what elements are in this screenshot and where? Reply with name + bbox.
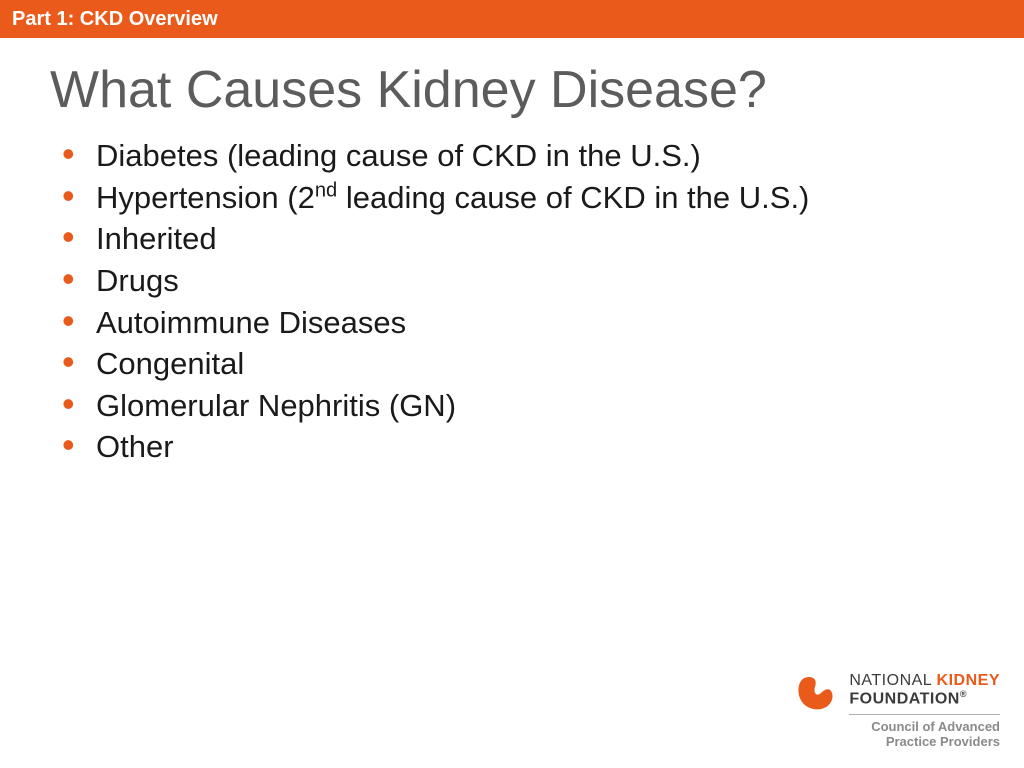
logo-line1: NATIONAL KIDNEY <box>849 673 1000 690</box>
bullet-list: Diabetes (leading cause of CKD in the U.… <box>0 138 1024 465</box>
logo-word-foundation: FOUNDATION <box>849 690 959 707</box>
bullet-item: Other <box>62 429 964 465</box>
logo-line2: FOUNDATION® <box>849 690 1000 715</box>
bullet-item: Glomerular Nephritis (GN) <box>62 388 964 424</box>
bullet-item: Diabetes (leading cause of CKD in the U.… <box>62 138 964 174</box>
bullet-item: Autoimmune Diseases <box>62 305 964 341</box>
slide: Part 1: CKD Overview What Causes Kidney … <box>0 0 1024 768</box>
header-label: Part 1: CKD Overview <box>12 8 218 31</box>
kidney-icon <box>795 673 839 713</box>
bullet-item: Inherited <box>62 221 964 257</box>
logo-word-kidney: KIDNEY <box>937 672 1000 689</box>
bullet-item: Congenital <box>62 346 964 382</box>
logo-reg: ® <box>960 689 967 699</box>
slide-title: What Causes Kidney Disease? <box>0 38 1024 138</box>
logo-sub1: Council of Advanced <box>849 719 1000 735</box>
bullet-item: Hypertension (2nd leading cause of CKD i… <box>62 180 964 216</box>
logo-word-national: NATIONAL <box>849 672 936 689</box>
header-bar: Part 1: CKD Overview <box>0 0 1024 38</box>
footer-logo: NATIONAL KIDNEY FOUNDATION® Council of A… <box>795 673 1000 750</box>
logo-sub2: Practice Providers <box>849 734 1000 750</box>
bullet-item: Drugs <box>62 263 964 299</box>
logo-text: NATIONAL KIDNEY FOUNDATION® Council of A… <box>849 673 1000 750</box>
